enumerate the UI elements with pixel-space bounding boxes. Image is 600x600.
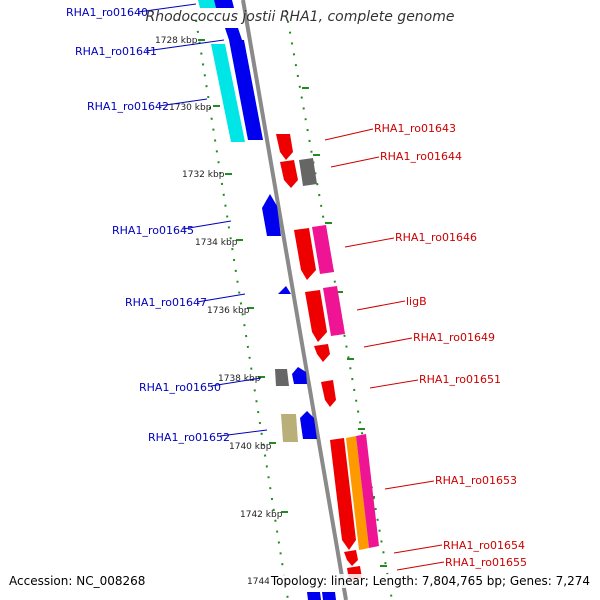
gene-label-right[interactable]: RHA1_ro01651 <box>419 373 501 386</box>
gene-ro01640-glyph[interactable] <box>198 0 216 8</box>
gene-ro01646-pink-glyph[interactable] <box>312 225 334 274</box>
gene-label-left[interactable]: RHA1_ro01645 <box>112 224 194 237</box>
gene-ro01652-blue-glyph[interactable] <box>300 411 317 439</box>
gene-ro01650-gray-glyph[interactable] <box>275 369 289 386</box>
tick-label: 1732 kbp <box>182 170 225 180</box>
gene-glyphs-right[interactable] <box>276 134 379 580</box>
gene-label-left[interactable]: RHA1_ro01650 <box>139 381 221 394</box>
gene-ro01647-glyph[interactable] <box>278 286 291 294</box>
gene-label-right[interactable]: RHA1_ro01655 <box>445 556 527 569</box>
genome-summary: Topology: linear; Length: 7,804,765 bp; … <box>268 574 590 588</box>
accession-label: Accession: NC_008268 <box>9 574 146 588</box>
gene-ro01641-glyph[interactable] <box>225 28 242 40</box>
gene-label-right[interactable]: RHA1_ro01646 <box>395 231 477 244</box>
gene-ro01651-glyph[interactable] <box>321 380 336 407</box>
gene-bottom-blue-glyph-1[interactable] <box>307 592 321 600</box>
gene-ro01653-pink-glyph[interactable] <box>356 434 379 548</box>
tick-label: 1738 kbp <box>218 374 261 384</box>
gene-ro01644-red-glyph[interactable] <box>280 160 298 188</box>
right-gene-labels[interactable]: RHA1_ro01643 RHA1_ro01644 RHA1_ro01646 l… <box>324 122 527 571</box>
gene-ro01643-glyph[interactable] <box>276 134 293 160</box>
scale-ticks: 1728 kbp 1730 kbp 1732 kbp 1734 kbp 1736… <box>155 36 283 587</box>
gene-ro01645-glyph[interactable] <box>262 194 281 236</box>
gene-ro01650-blue-glyph[interactable] <box>292 367 307 384</box>
gene-ro01653-red-glyph[interactable] <box>330 438 356 550</box>
gene-label-right[interactable]: RHA1_ro01653 <box>435 474 517 487</box>
left-gene-labels[interactable]: RHA1_ro01640 RHA1_ro01641 RHA1_ro01642 R… <box>66 3 268 444</box>
gene-label-left[interactable]: RHA1_ro01647 <box>125 296 207 309</box>
gene-label-left[interactable]: RHA1_ro01652 <box>148 431 230 444</box>
gene-glyphs-left[interactable] <box>198 0 336 600</box>
genome-title: Rhodococcus jostii RHA1, complete genome <box>145 9 455 25</box>
outer-right-track <box>285 9 393 600</box>
chromosome-backbone <box>241 0 348 600</box>
gene-label-left[interactable]: RHA1_ro01640 <box>66 6 148 19</box>
gene-label-right[interactable]: RHA1_ro01649 <box>413 331 495 344</box>
gene-label-left[interactable]: RHA1_ro01641 <box>75 45 157 58</box>
gene-ro01649-glyph[interactable] <box>314 344 330 362</box>
tick-label: 1734 kbp <box>195 238 238 248</box>
gene-ro01642-blue-glyph[interactable] <box>229 40 263 140</box>
tick-label: 1744 <box>247 577 270 587</box>
gene-ligB-red-glyph[interactable] <box>305 290 327 342</box>
gene-ro01646-red-glyph[interactable] <box>294 228 316 280</box>
gene-bottom-blue-glyph-2[interactable] <box>322 592 336 600</box>
gene-ro01652-khaki-glyph[interactable] <box>281 414 298 442</box>
tick-label: 1740 kbp <box>229 442 272 452</box>
gene-label-right[interactable]: ligB <box>406 295 427 308</box>
gene-ro01644-gray-glyph[interactable] <box>299 158 317 186</box>
gene-ro01640b-glyph[interactable] <box>214 0 234 8</box>
gene-label-right[interactable]: RHA1_ro01644 <box>380 150 462 163</box>
tick-label: 1730 kbp <box>169 103 212 113</box>
gene-ro01642-cyan-glyph[interactable] <box>211 44 245 142</box>
gene-label-right[interactable]: RHA1_ro01643 <box>374 122 456 135</box>
track-dashes <box>198 39 387 567</box>
gene-label-right[interactable]: RHA1_ro01654 <box>443 539 525 552</box>
tick-label: 1728 kbp <box>155 36 198 46</box>
tick-label: 1742 kbp <box>240 510 283 520</box>
gene-ro01653-orange-glyph[interactable] <box>346 436 369 550</box>
gene-label-left[interactable]: RHA1_ro01642 <box>87 100 169 113</box>
tick-label: 1736 kbp <box>207 306 250 316</box>
gene-ro01654-glyph[interactable] <box>344 550 358 566</box>
gene-ligB-pink-glyph[interactable] <box>323 286 345 336</box>
